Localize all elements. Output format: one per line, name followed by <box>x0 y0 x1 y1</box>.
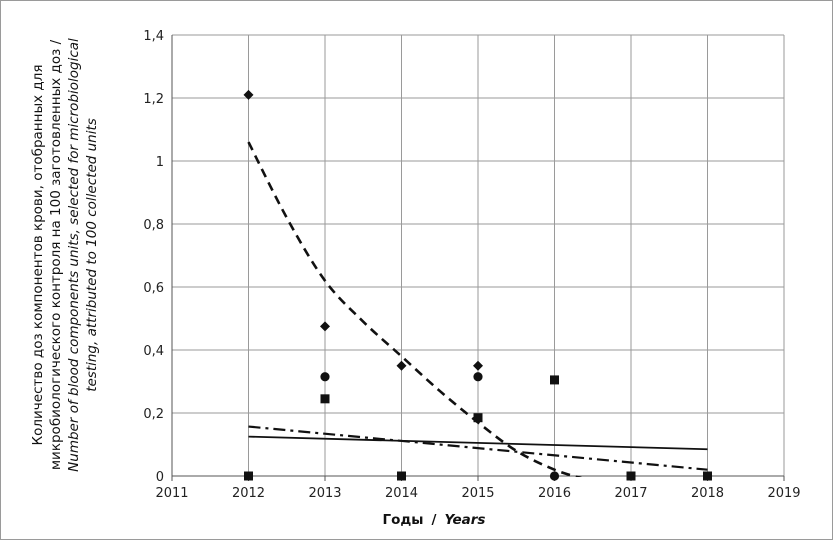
trendlines <box>247 141 708 477</box>
x-axis-label-sep: / <box>432 512 437 528</box>
y-axis-label-line: testing, attributed to 100 collected uni… <box>84 118 100 392</box>
y-tick-label: 1 <box>156 155 164 170</box>
y-axis-label-line: Number of blood components units, select… <box>66 38 82 472</box>
x-tick-label: 2017 <box>614 486 647 501</box>
diamond-point <box>320 321 330 332</box>
x-tick-label: 2015 <box>461 486 494 501</box>
y-tick-label: 1,2 <box>143 92 164 107</box>
y-tick-label: 0 <box>156 470 164 485</box>
x-tick-label: 2012 <box>232 486 265 501</box>
diamond-point <box>473 360 483 371</box>
circle-point <box>473 372 483 382</box>
y-tick-label: 0,6 <box>143 281 164 296</box>
square-point <box>626 471 636 481</box>
square-point <box>703 471 712 481</box>
y-axis-label-line: Количество доз компонентов крови, отобра… <box>30 65 46 446</box>
square-point <box>244 471 253 481</box>
y-tick-label: 0,2 <box>143 407 164 422</box>
grid <box>172 34 785 476</box>
diamond-point <box>396 360 407 371</box>
data-markers <box>243 89 712 481</box>
trendline-dashed <box>247 141 583 477</box>
x-axis-label-ru: Годы <box>383 512 424 528</box>
square-point <box>397 471 406 481</box>
y-tick-label: 0,4 <box>143 344 164 359</box>
square-point <box>320 394 330 404</box>
y-axis-label-line: микробиологического контроля на 100 заго… <box>48 39 64 470</box>
circle-point <box>320 372 330 382</box>
x-tick-label: 2018 <box>691 486 724 501</box>
tick-labels: 0 0,2 0,4 0,6 0,8 1 1,2 1,4 2011 2012 2013 2014 2015… <box>143 29 800 501</box>
diamond-point <box>243 89 254 100</box>
y-tick-label: 1,4 <box>143 29 164 44</box>
circle-point <box>549 471 560 481</box>
x-axis-label-en: Years <box>444 512 485 528</box>
x-tick-label: 2011 <box>155 486 188 501</box>
x-tick-label: 2014 <box>385 486 418 501</box>
x-tick-label: 2019 <box>767 486 800 501</box>
trendline-dash-dot <box>248 425 708 471</box>
trendline-solid <box>248 435 708 451</box>
x-tick-label: 2016 <box>538 486 571 501</box>
y-axis-label: Количество доз компонентов крови, отобра… <box>30 38 100 472</box>
square-point <box>550 375 559 385</box>
x-tick-label: 2013 <box>308 486 341 501</box>
x-axis-label: Годы / Years <box>383 512 486 528</box>
y-tick-label: 0,8 <box>143 218 164 233</box>
square-point <box>473 413 483 423</box>
